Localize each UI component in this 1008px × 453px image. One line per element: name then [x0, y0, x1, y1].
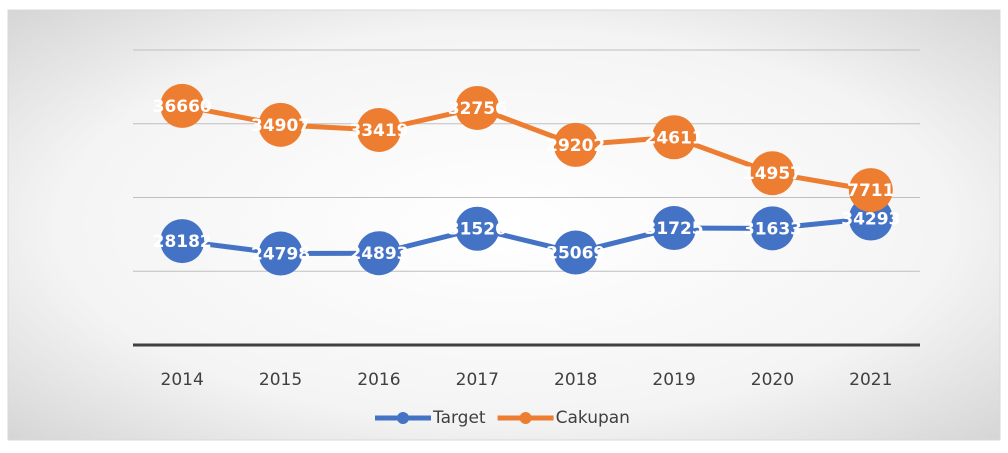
data-label: 31633 [743, 219, 802, 239]
data-label: 14957 [743, 164, 802, 184]
x-tick-label: 2014 [161, 370, 204, 390]
data-label: 31725 [644, 219, 703, 239]
data-label: 34907 [251, 116, 310, 136]
data-point [652, 115, 697, 160]
x-tick-label: 2020 [751, 370, 794, 390]
data-point [750, 206, 795, 251]
data-point [750, 151, 795, 196]
data-label: 25069 [546, 244, 605, 264]
data-point [848, 168, 893, 213]
data-point [455, 206, 500, 251]
data-point [553, 122, 598, 167]
data-label: 24798 [251, 245, 310, 265]
data-label: 7711 [847, 181, 894, 201]
data-label: 34293 [841, 210, 900, 230]
data-label: 33419 [349, 121, 408, 141]
data-label: 31526 [448, 220, 507, 240]
data-label: 28182 [153, 232, 212, 252]
x-tick-label: 2015 [259, 370, 302, 390]
data-point [258, 102, 303, 147]
legend-label: Target [432, 408, 486, 428]
x-tick-label: 2016 [357, 370, 400, 390]
data-label: 36660 [153, 97, 212, 117]
x-tick-label: 2021 [849, 370, 892, 390]
data-point [160, 83, 205, 128]
data-label: 29202 [546, 136, 605, 156]
data-label: 32756 [448, 99, 507, 119]
x-tick-label: 2018 [554, 370, 597, 390]
legend-marker [397, 412, 409, 424]
data-point [160, 219, 205, 264]
data-label: 24893 [349, 244, 408, 264]
x-tick-label: 2017 [456, 370, 499, 390]
legend-marker [519, 412, 532, 424]
data-point [652, 206, 697, 251]
data-label: 24611 [644, 128, 703, 148]
data-point [553, 230, 598, 275]
x-tick-label: 2019 [652, 370, 695, 390]
data-point [258, 231, 303, 276]
legend-label: Cakupan [556, 408, 630, 428]
data-point [455, 85, 500, 130]
data-point [356, 107, 401, 152]
data-point [356, 231, 401, 276]
